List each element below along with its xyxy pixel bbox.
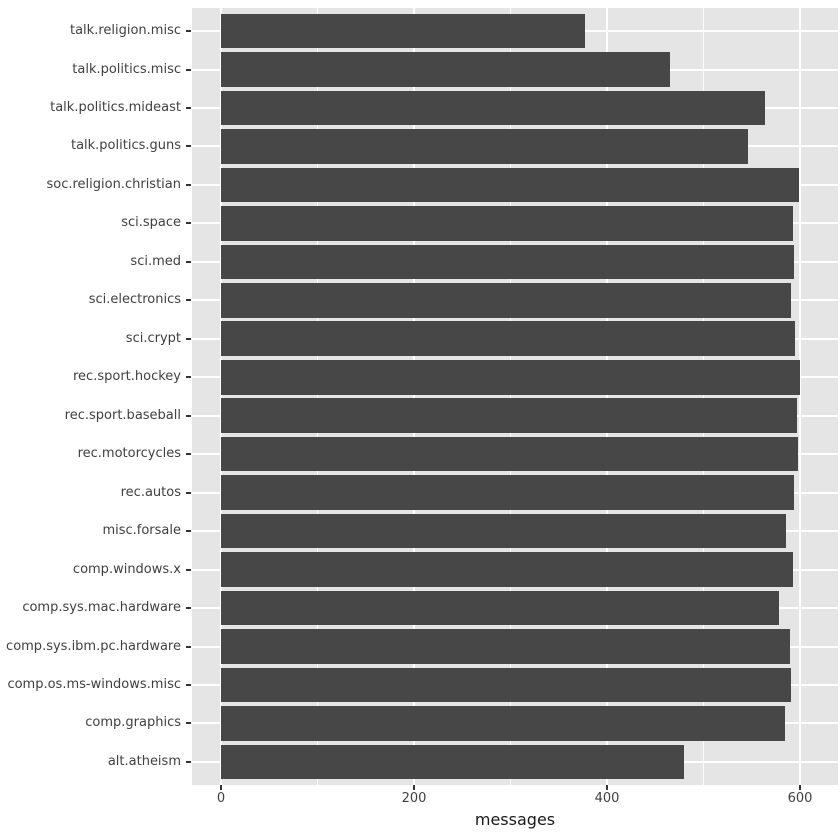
y-tick-mark [186,299,191,302]
y-tick-label-sci.crypt: sci.crypt [125,330,181,346]
y-tick-mark [186,183,191,186]
bar-talk.politics.mideast [221,90,766,126]
y-tick-mark [186,722,191,725]
y-tick-mark [186,30,191,33]
y-tick-label-comp.graphics: comp.graphics [85,715,181,731]
major-gridline-x-600 [799,8,801,785]
bar-comp.graphics [221,706,785,741]
bar-rec.motorcycles [221,436,799,472]
y-tick-label-talk.religion.misc: talk.religion.misc [69,23,181,39]
y-tick-label-talk.politics.mideast: talk.politics.mideast [50,100,181,115]
x-tick-mark-0 [220,785,222,790]
y-tick-mark [186,145,191,148]
x-axis-title: messages [474,810,556,829]
y-tick-label-soc.religion.christian: soc.religion.christian [46,176,181,192]
x-tick-label-0: 0 [216,791,226,806]
x-tick-mark-400 [606,785,608,790]
bar-soc.religion.christian [221,167,800,203]
y-tick-mark [186,453,191,456]
bar-talk.politics.misc [221,52,670,87]
y-tick-mark [186,414,191,417]
x-tick-mark-600 [799,785,801,790]
minor-gridline-x-500 [703,8,704,785]
x-tick-mark-200 [413,785,415,790]
bar-comp.sys.ibm.pc.hardware [221,629,791,664]
bar-rec.sport.baseball [221,398,798,434]
bar-alt.atheism [221,744,685,780]
y-tick-label-sci.med: sci.med [130,253,181,269]
bar-comp.os.ms-windows.misc [221,667,792,703]
x-tick-label-200: 200 [401,791,427,806]
y-tick-label-comp.os.ms-windows.misc: comp.os.ms-windows.misc [7,676,181,692]
bar-comp.sys.mac.hardware [221,590,779,626]
major-gridline-x-200 [413,8,415,785]
y-tick-label-sci.space: sci.space [121,215,181,231]
y-tick-label-talk.politics.misc: talk.politics.misc [72,61,181,77]
y-tick-label-talk.politics.guns: talk.politics.guns [70,138,181,154]
bar-rec.autos [221,475,795,510]
bar-comp.windows.x [221,552,794,587]
x-tick-label-600: 600 [787,791,813,806]
minor-gridline-x-300 [510,8,511,785]
y-tick-label-alt.atheism: alt.atheism [107,753,181,769]
y-tick-label-rec.motorcycles: rec.motorcycles [77,446,181,462]
y-tick-label-rec.sport.baseball: rec.sport.baseball [64,407,181,423]
bar-sci.crypt [221,321,796,357]
bar-talk.religion.misc [221,13,585,49]
y-tick-mark [186,760,191,763]
y-tick-label-sci.electronics: sci.electronics [88,292,181,308]
bar-sci.electronics [221,283,792,318]
major-gridline-x-400 [606,8,608,785]
y-tick-label-comp.windows.x: comp.windows.x [72,561,181,577]
bar-talk.politics.guns [221,129,748,164]
major-gridline-x-0 [220,8,222,785]
y-tick-mark [186,491,191,494]
y-tick-mark [186,376,191,379]
plot-panel [192,8,838,785]
y-tick-mark [186,530,191,533]
y-tick-mark [186,607,191,610]
bar-sci.space [221,206,794,241]
minor-gridline-x-100 [317,8,318,785]
y-tick-mark [186,222,191,225]
bar-rec.sport.hockey [221,359,800,395]
y-tick-label-rec.autos: rec.autos [120,484,181,500]
y-tick-label-rec.sport.hockey: rec.sport.hockey [73,369,181,385]
y-tick-mark [186,645,191,648]
y-tick-mark [186,68,191,71]
y-tick-label-comp.sys.mac.hardware: comp.sys.mac.hardware [22,600,181,616]
bar-misc.forsale [221,513,786,549]
y-tick-mark [186,107,191,109]
y-tick-mark [186,568,191,571]
x-tick-label-400: 400 [594,791,620,806]
bar-sci.med [221,244,795,280]
y-tick-mark [186,337,191,340]
y-tick-label-misc.forsale: misc.forsale [102,523,181,539]
y-tick-mark [186,260,191,263]
y-tick-label-comp.sys.ibm.pc.hardware: comp.sys.ibm.pc.hardware [6,638,181,654]
y-tick-mark [186,683,191,686]
